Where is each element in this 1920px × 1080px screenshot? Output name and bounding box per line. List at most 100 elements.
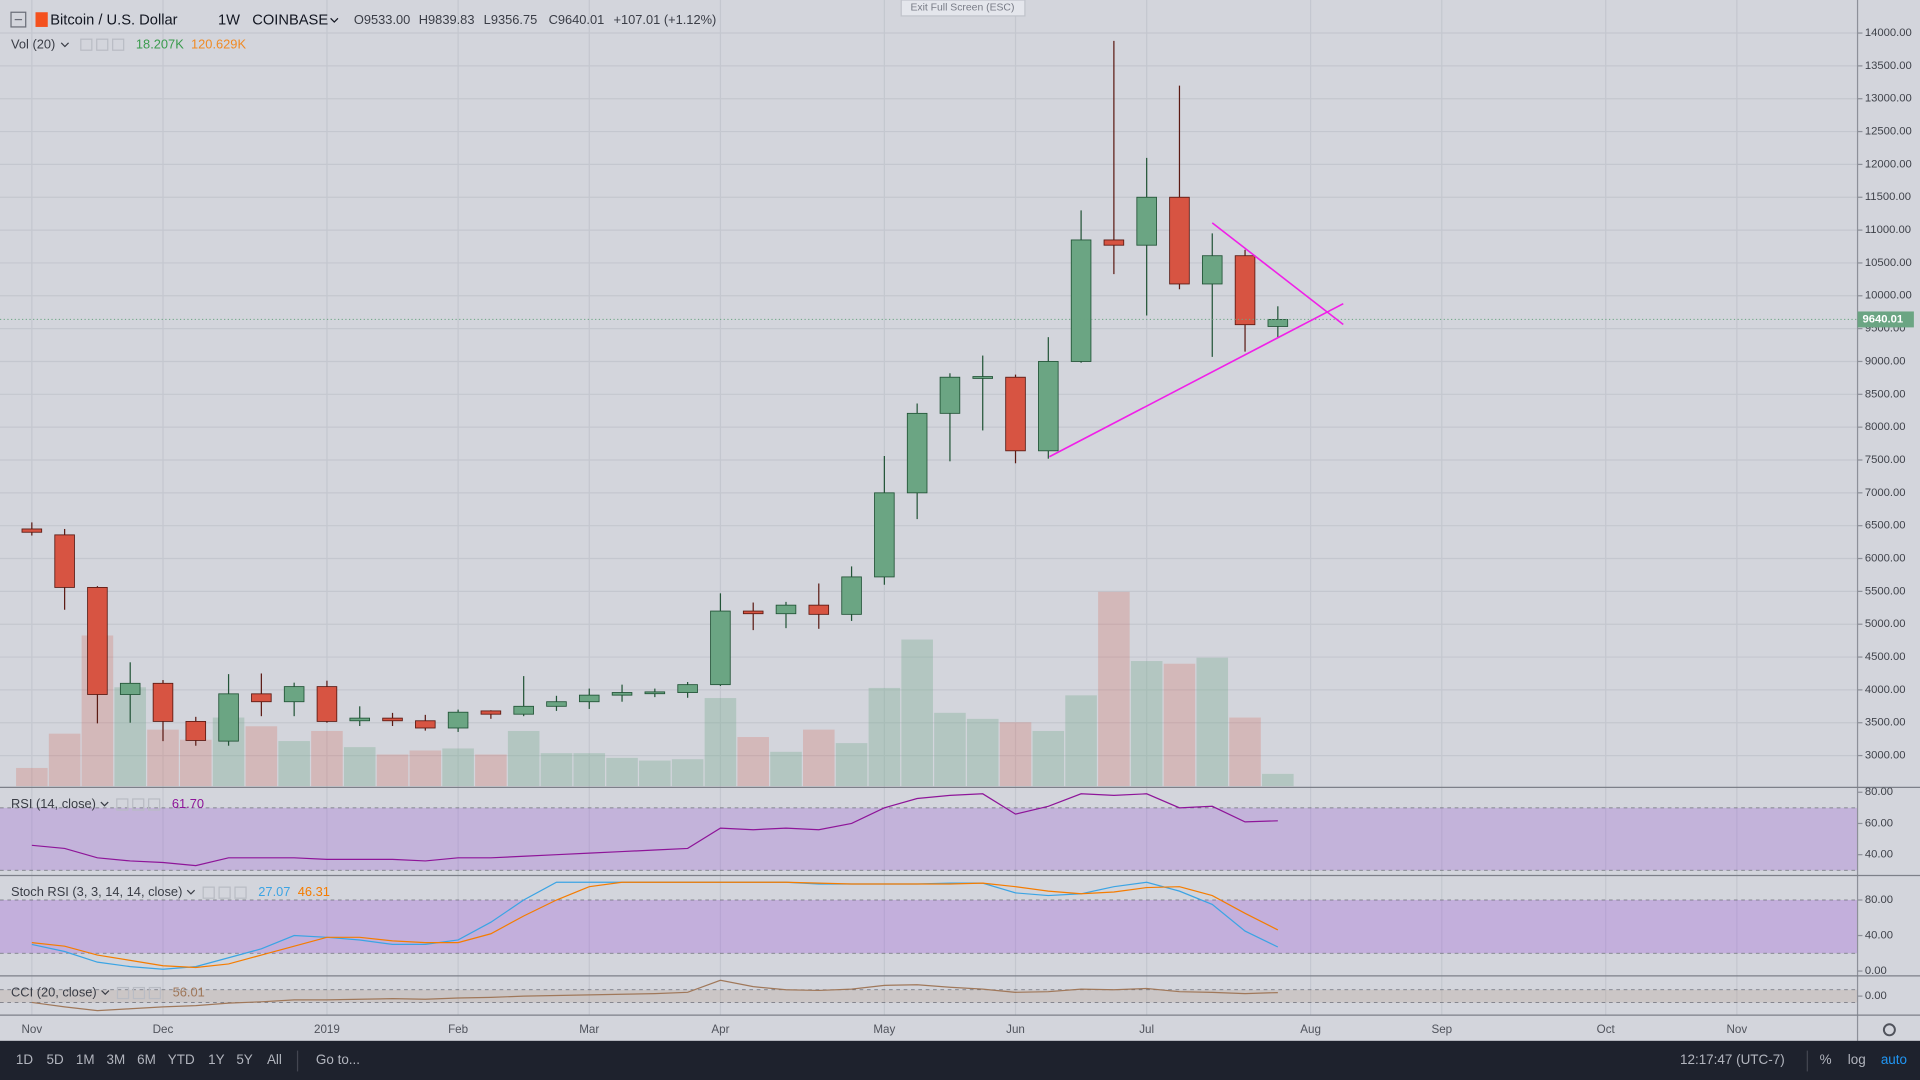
indicator-icon[interactable] xyxy=(116,986,130,1000)
range-button[interactable]: YTD xyxy=(168,1052,195,1067)
indicator-icon[interactable] xyxy=(202,886,215,899)
volume-bar xyxy=(1032,730,1065,787)
volume-bar xyxy=(48,733,81,787)
triangle-drawing[interactable] xyxy=(1049,222,1344,458)
volume-bar xyxy=(180,739,212,787)
volume-bar xyxy=(770,751,802,787)
ohlc-low: L9356.75 xyxy=(484,12,538,27)
indicator-icon[interactable] xyxy=(234,886,247,899)
volume-bar xyxy=(376,754,409,787)
volume-bar xyxy=(16,767,48,787)
x-tick-label: Feb xyxy=(448,1023,468,1036)
candle-body xyxy=(1201,255,1223,285)
ohlc-high: H9839.83 xyxy=(419,12,475,27)
y-tick-label: 6500.00 xyxy=(1865,520,1906,532)
y-tick-label: 60.00 xyxy=(1865,817,1893,829)
indicator-icon[interactable] xyxy=(148,986,161,1000)
candle-body xyxy=(710,610,731,686)
dropdown-caret[interactable] xyxy=(101,990,110,996)
y-tick-label: 4000.00 xyxy=(1865,684,1906,696)
settings-gear[interactable] xyxy=(1882,1023,1896,1037)
indicator-icon[interactable] xyxy=(132,986,146,1000)
x-tick-label: May xyxy=(873,1023,895,1036)
dropdown-caret[interactable] xyxy=(60,42,70,48)
indicator-icon[interactable] xyxy=(148,798,161,811)
candle-body xyxy=(546,701,567,707)
indicator-title[interactable]: RSI (14, close) xyxy=(11,796,96,811)
range-button[interactable]: 1M xyxy=(76,1052,95,1067)
y-tick-label: 80.00 xyxy=(1865,786,1893,798)
range-button[interactable]: 5Y xyxy=(236,1052,252,1067)
candle-body xyxy=(1005,376,1026,452)
indicator-icons[interactable] xyxy=(80,38,125,51)
volume-bar xyxy=(573,753,606,787)
candle-body xyxy=(54,534,75,588)
indicator-band xyxy=(0,807,1858,871)
candle-body xyxy=(611,692,633,696)
candle-body xyxy=(939,376,961,414)
exit-fullscreen-label[interactable]: Exit Full Screen (ESC) xyxy=(910,3,1014,14)
volume-bar xyxy=(639,760,671,787)
range-button[interactable]: All xyxy=(267,1052,282,1067)
ohlc-close: C9640.01 xyxy=(549,12,605,27)
interval[interactable]: 1W xyxy=(218,13,240,29)
volume-bar xyxy=(442,748,474,787)
candle-body xyxy=(808,604,830,615)
y-tick-label: 14000.00 xyxy=(1865,27,1912,39)
range-button[interactable]: 3M xyxy=(107,1052,126,1067)
exchange[interactable]: COINBASE xyxy=(252,13,328,29)
range-button[interactable]: 1D xyxy=(16,1052,33,1067)
auto-toggle[interactable]: auto xyxy=(1881,1052,1907,1067)
y-tick-label: 80.00 xyxy=(1865,894,1893,906)
clock: 12:17:47 (UTC-7) xyxy=(1680,1052,1785,1067)
log-toggle[interactable]: log xyxy=(1848,1052,1866,1067)
ohlc-open: O9533.00 xyxy=(354,12,410,27)
indicator-title[interactable]: Stoch RSI (3, 3, 14, 14, close) xyxy=(11,884,182,899)
x-tick-label: Nov xyxy=(21,1023,42,1036)
y-tick-label: 40.00 xyxy=(1865,929,1893,941)
volume-title[interactable]: Vol (20) xyxy=(11,37,55,52)
volume-bar xyxy=(835,743,868,787)
volume-bar xyxy=(999,722,1032,787)
dropdown-caret[interactable] xyxy=(186,889,196,895)
indicator-line xyxy=(31,881,1279,969)
dropdown-caret[interactable] xyxy=(330,17,339,23)
indicator-band xyxy=(0,989,1858,1003)
range-button[interactable]: 6M xyxy=(137,1052,156,1067)
y-tick-label: 0.00 xyxy=(1865,990,1887,1002)
indicator-icon[interactable] xyxy=(132,798,145,811)
indicator-icon[interactable] xyxy=(116,798,129,811)
trend-line[interactable] xyxy=(1211,222,1344,326)
candle-body xyxy=(1267,318,1289,327)
x-tick-label: Jun xyxy=(1006,1023,1025,1036)
percent-toggle[interactable]: % xyxy=(1820,1052,1832,1067)
candle-body xyxy=(1169,196,1190,285)
range-button[interactable]: 1Y xyxy=(208,1052,224,1067)
candle-body xyxy=(415,720,436,729)
symbol[interactable]: Bitcoin / U.S. Dollar xyxy=(50,13,177,29)
exit-fullscreen-button[interactable] xyxy=(900,0,1026,17)
candle-body xyxy=(283,686,305,703)
indicator-title[interactable]: CCI (20, close) xyxy=(11,984,97,999)
bottom-toolbar xyxy=(0,1040,1920,1080)
y-tick-label: 6000.00 xyxy=(1865,552,1906,564)
x-tick-label: Apr xyxy=(711,1023,729,1036)
dropdown-caret[interactable] xyxy=(100,801,109,807)
candle-body xyxy=(1234,255,1256,326)
symbol-flag xyxy=(35,12,48,27)
range-button[interactable]: 5D xyxy=(47,1052,64,1067)
volume-bar xyxy=(343,747,376,787)
volume-bar xyxy=(671,759,704,787)
candle-body xyxy=(1070,239,1092,362)
indicator-icon[interactable] xyxy=(218,886,231,899)
trend-line[interactable] xyxy=(1049,302,1344,458)
collapse-button[interactable] xyxy=(10,11,27,28)
y-tick-label: 5000.00 xyxy=(1865,618,1906,630)
volume-bar xyxy=(278,741,310,787)
x-tick-label: Jul xyxy=(1139,1023,1154,1036)
goto-button[interactable]: Go to... xyxy=(316,1052,360,1067)
volume-bar xyxy=(245,726,278,787)
volume-bar xyxy=(1065,695,1097,787)
